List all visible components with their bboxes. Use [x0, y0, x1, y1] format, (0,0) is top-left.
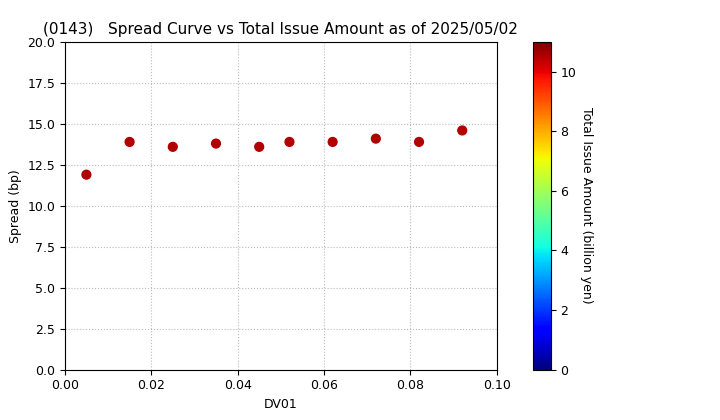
Point	[284, 139, 295, 145]
Point	[167, 144, 179, 150]
Y-axis label: Spread (bp): Spread (bp)	[9, 169, 22, 243]
Point	[124, 139, 135, 145]
Point	[413, 139, 425, 145]
X-axis label: DV01: DV01	[264, 398, 297, 411]
Point	[210, 140, 222, 147]
Point	[370, 135, 382, 142]
Point	[81, 171, 92, 178]
Point	[456, 127, 468, 134]
Point	[253, 144, 265, 150]
Y-axis label: Total Issue Amount (billion yen): Total Issue Amount (billion yen)	[580, 108, 593, 304]
Title: (0143)   Spread Curve vs Total Issue Amount as of 2025/05/02: (0143) Spread Curve vs Total Issue Amoun…	[43, 22, 518, 37]
Point	[327, 139, 338, 145]
